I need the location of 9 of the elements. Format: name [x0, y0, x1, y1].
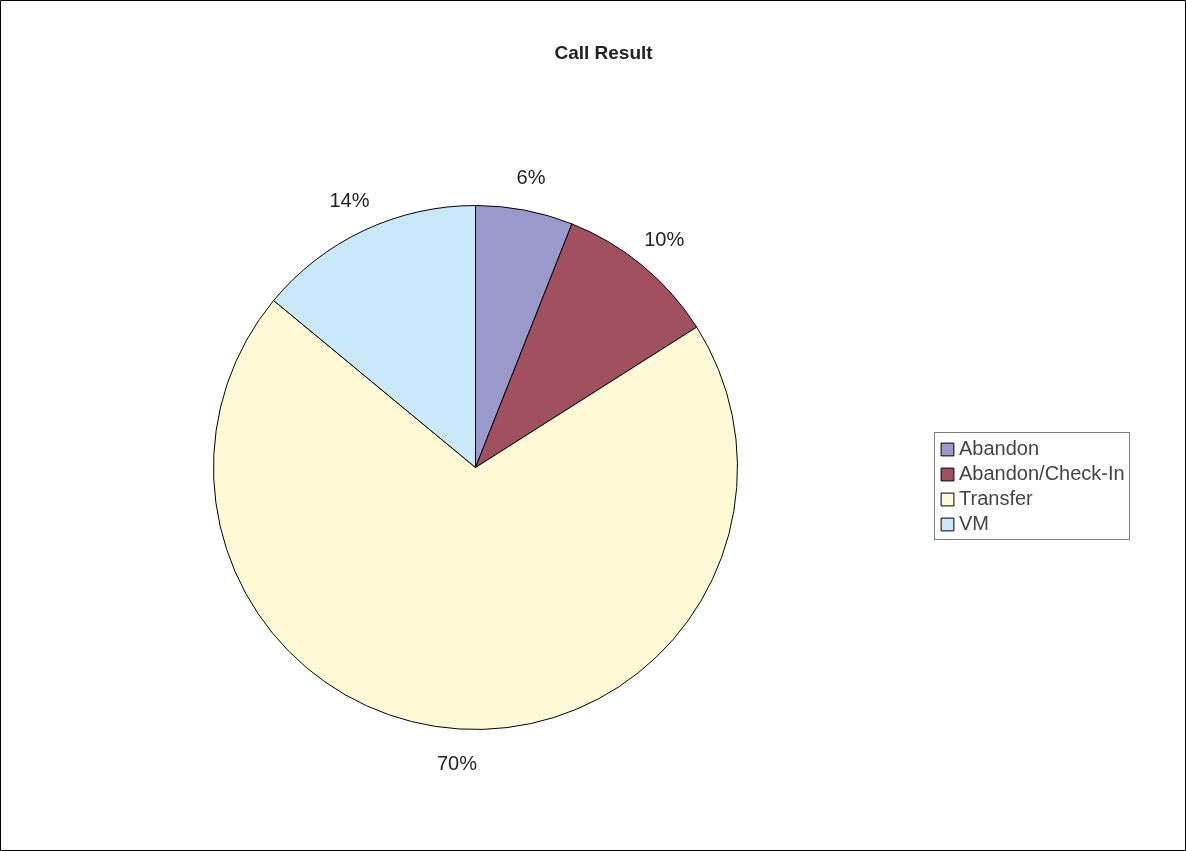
data-label: 14%	[329, 188, 370, 211]
legend-label: Abandon/Check-In	[959, 462, 1125, 485]
data-label: 6%	[516, 165, 546, 188]
legend-label: Abandon	[959, 437, 1040, 460]
legend-label: VM	[959, 512, 989, 535]
data-label: 10%	[644, 228, 685, 251]
legend-label: Transfer	[959, 487, 1033, 510]
data-label: 70%	[436, 751, 478, 774]
chart-title: Call Result	[554, 42, 654, 63]
